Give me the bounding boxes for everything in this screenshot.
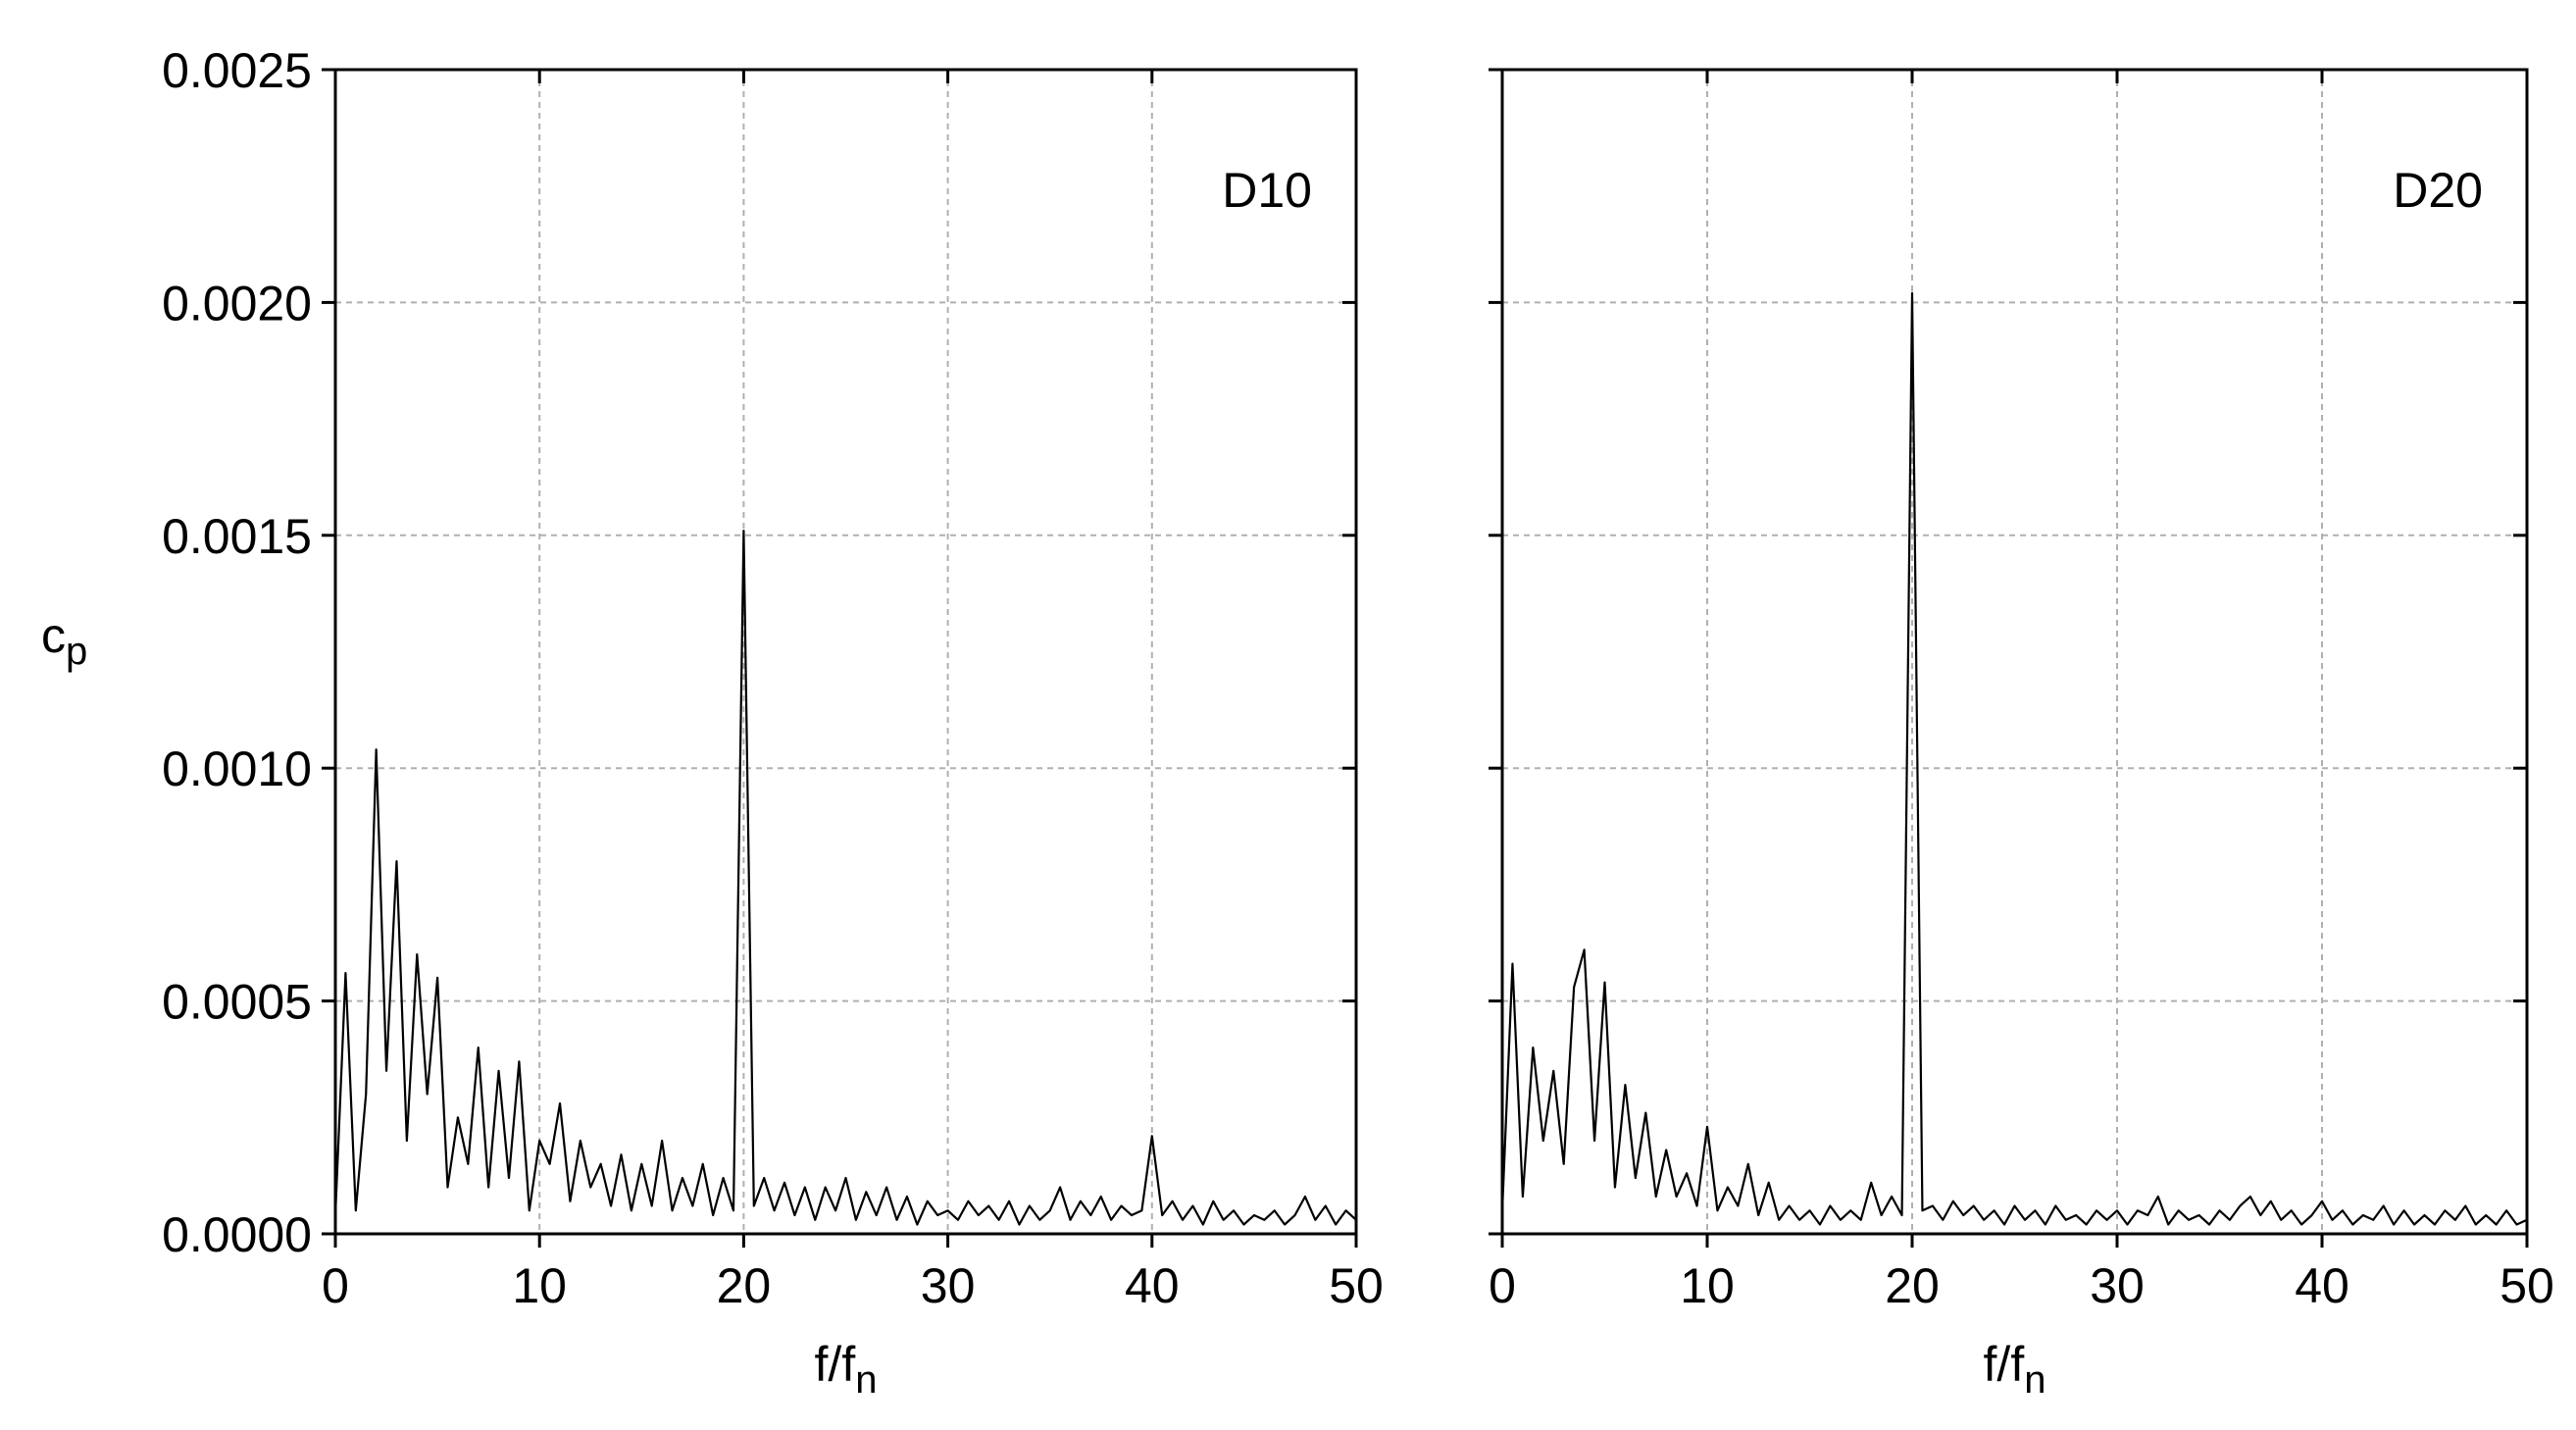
x-tick-label: 40 — [2295, 1258, 2349, 1313]
data-line — [1500, 291, 2528, 1226]
annotation: D10 — [1222, 163, 1312, 218]
x-tick-label: 0 — [322, 1258, 349, 1313]
y-axis-label-main: c — [41, 608, 66, 663]
x-axis-label-sub: n — [2024, 1358, 2046, 1402]
x-tick-label: 50 — [2500, 1258, 2554, 1313]
x-axis-label-main: f/f — [815, 1337, 856, 1392]
y-tick-label: 0.0010 — [162, 741, 312, 796]
x-tick-label: 10 — [1680, 1258, 1735, 1313]
plot-frame — [1500, 68, 2529, 1236]
annotation: D20 — [2393, 163, 2483, 218]
x-axis-label-main: f/f — [1984, 1337, 2025, 1392]
y-tick-label: 0.0015 — [162, 509, 312, 564]
x-tick-label: 50 — [1329, 1258, 1384, 1313]
y-tick-label: 0.0020 — [162, 276, 312, 331]
x-axis-label: f/fn — [1984, 1337, 2046, 1402]
x-tick-label: 30 — [921, 1258, 976, 1313]
x-tick-label: 10 — [512, 1258, 567, 1313]
data-line — [333, 529, 1357, 1226]
x-tick-label: 20 — [1885, 1258, 1940, 1313]
y-axis-label-sub: p — [66, 630, 87, 673]
y-tick-label: 0.0025 — [162, 43, 312, 98]
x-axis-label-sub: n — [855, 1358, 877, 1402]
y-tick-label: 0.0000 — [162, 1207, 312, 1262]
plot-frame — [333, 68, 1358, 1236]
x-tick-label: 40 — [1125, 1258, 1180, 1313]
y-tick-label: 0.0005 — [162, 975, 312, 1030]
y-axis-label: cp — [41, 608, 87, 673]
x-tick-label: 30 — [2090, 1258, 2145, 1313]
x-tick-label: 20 — [717, 1258, 772, 1313]
x-axis-label: f/fn — [815, 1337, 878, 1402]
x-tick-label: 0 — [1489, 1258, 1516, 1313]
